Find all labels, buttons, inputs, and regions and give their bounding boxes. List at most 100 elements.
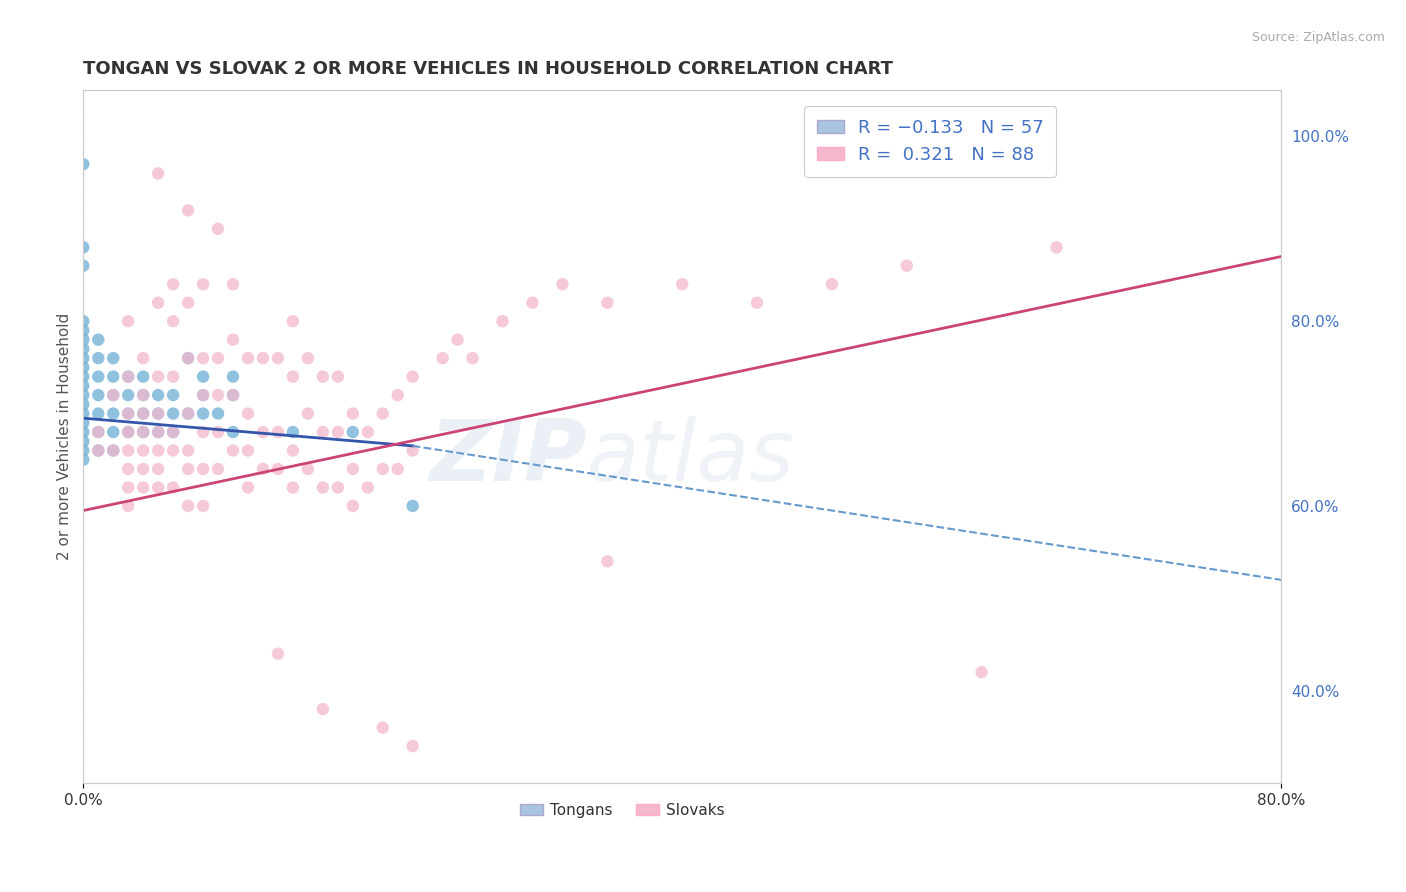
Point	[312, 702, 335, 716]
Point	[132, 351, 155, 366]
Point	[297, 407, 319, 421]
Point	[132, 369, 155, 384]
Point	[267, 425, 290, 439]
Point	[162, 480, 184, 494]
Point	[87, 369, 110, 384]
Point	[72, 157, 94, 171]
Point	[191, 277, 214, 292]
Point	[146, 407, 169, 421]
Point	[191, 462, 214, 476]
Point	[222, 388, 245, 402]
Point	[387, 388, 409, 402]
Point	[72, 259, 94, 273]
Point	[117, 462, 139, 476]
Point	[402, 499, 425, 513]
Point	[132, 425, 155, 439]
Point	[1045, 240, 1067, 254]
Point	[72, 240, 94, 254]
Point	[491, 314, 513, 328]
Point	[117, 388, 139, 402]
Point	[326, 369, 349, 384]
Point	[72, 434, 94, 449]
Point	[402, 369, 425, 384]
Point	[207, 388, 229, 402]
Point	[132, 480, 155, 494]
Point	[191, 388, 214, 402]
Point	[72, 314, 94, 328]
Point	[357, 480, 380, 494]
Point	[117, 407, 139, 421]
Point	[146, 407, 169, 421]
Point	[177, 203, 200, 218]
Point	[191, 351, 214, 366]
Point	[357, 425, 380, 439]
Point	[132, 388, 155, 402]
Point	[72, 369, 94, 384]
Point	[146, 480, 169, 494]
Point	[162, 407, 184, 421]
Point	[745, 295, 768, 310]
Point	[281, 480, 304, 494]
Point	[281, 425, 304, 439]
Point	[191, 369, 214, 384]
Point	[87, 388, 110, 402]
Point	[222, 369, 245, 384]
Point	[146, 369, 169, 384]
Point	[72, 452, 94, 467]
Point	[146, 166, 169, 180]
Point	[72, 388, 94, 402]
Point	[267, 462, 290, 476]
Point	[103, 425, 125, 439]
Point	[72, 342, 94, 356]
Point	[191, 407, 214, 421]
Point	[117, 499, 139, 513]
Point	[177, 295, 200, 310]
Point	[281, 314, 304, 328]
Point	[342, 499, 364, 513]
Point	[371, 407, 394, 421]
Point	[103, 407, 125, 421]
Point	[87, 425, 110, 439]
Point	[236, 407, 259, 421]
Point	[132, 388, 155, 402]
Point	[177, 443, 200, 458]
Point	[177, 351, 200, 366]
Point	[596, 554, 619, 568]
Point	[146, 388, 169, 402]
Point	[162, 369, 184, 384]
Point	[252, 462, 274, 476]
Point	[117, 480, 139, 494]
Point	[177, 462, 200, 476]
Point	[446, 333, 468, 347]
Point	[72, 416, 94, 430]
Point	[87, 443, 110, 458]
Point	[551, 277, 574, 292]
Point	[177, 407, 200, 421]
Point	[87, 333, 110, 347]
Point	[207, 351, 229, 366]
Point	[326, 480, 349, 494]
Point	[72, 425, 94, 439]
Point	[103, 388, 125, 402]
Point	[312, 369, 335, 384]
Text: TONGAN VS SLOVAK 2 OR MORE VEHICLES IN HOUSEHOLD CORRELATION CHART: TONGAN VS SLOVAK 2 OR MORE VEHICLES IN H…	[83, 60, 893, 78]
Point	[461, 351, 484, 366]
Point	[72, 397, 94, 411]
Point	[146, 425, 169, 439]
Point	[146, 425, 169, 439]
Point	[402, 739, 425, 753]
Point	[402, 443, 425, 458]
Point	[132, 462, 155, 476]
Point	[252, 425, 274, 439]
Point	[87, 443, 110, 458]
Y-axis label: 2 or more Vehicles in Household: 2 or more Vehicles in Household	[58, 313, 72, 560]
Point	[117, 425, 139, 439]
Point	[236, 480, 259, 494]
Point	[207, 425, 229, 439]
Point	[103, 443, 125, 458]
Point	[72, 407, 94, 421]
Point	[117, 369, 139, 384]
Point	[162, 388, 184, 402]
Point	[87, 351, 110, 366]
Point	[117, 369, 139, 384]
